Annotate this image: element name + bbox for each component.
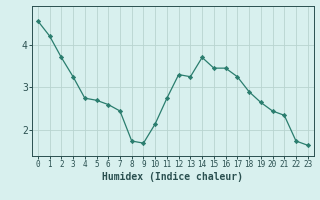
X-axis label: Humidex (Indice chaleur): Humidex (Indice chaleur) [102,172,243,182]
